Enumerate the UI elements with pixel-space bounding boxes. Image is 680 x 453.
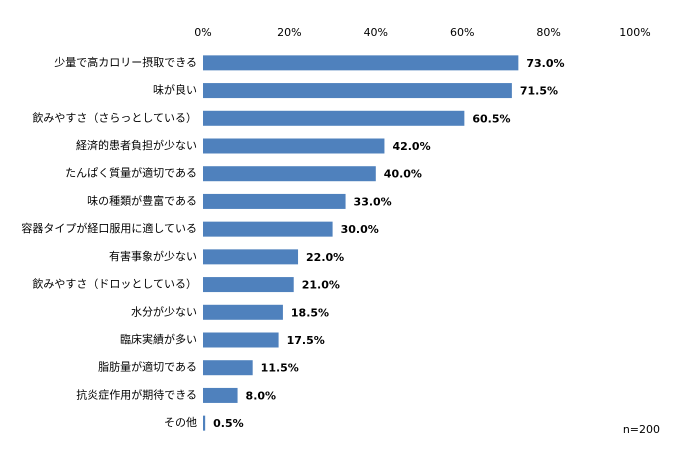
bar [203,415,206,431]
value-label: 33.0% [354,195,392,208]
y-tick-label: その他 [164,416,197,429]
x-tick-label: 0% [194,26,211,39]
bar [203,83,512,99]
y-tick-label: 脂肪量が適切である [98,360,197,374]
bar [203,360,253,376]
x-tick-label: 80% [536,26,560,39]
bar [203,332,279,348]
value-label: 11.5% [261,362,299,375]
bar [203,304,283,320]
sample-size: n=200 [623,423,660,436]
bar [203,55,519,71]
y-tick-label: 飲みやすさ（さらっとしている） [32,110,197,124]
y-tick-label: 有害事象が少ない [109,249,197,263]
y-tick-label: 少量で高カロリー摂取できる [54,55,197,69]
bar [203,138,385,154]
y-tick-label: 飲みやすさ（ドロッとしている） [32,277,197,291]
bar [203,387,238,403]
y-tick-label: 臨床実績が多い [120,332,197,346]
value-label: 40.0% [384,168,422,181]
y-tick-label: 容器タイプが経口服用に適している [21,221,197,235]
value-label: 21.0% [302,279,340,292]
bar [203,110,465,126]
y-tick-label: たんぱく質量が適切である [65,166,197,180]
x-tick-label: 60% [450,26,474,39]
bar [203,193,346,209]
value-label: 17.5% [287,334,325,347]
x-tick-label: 100% [619,26,650,39]
x-tick-label: 40% [364,26,388,39]
value-label: 8.0% [246,389,277,402]
value-label: 73.0% [526,57,564,70]
y-tick-label: 経済的患者負担が少ない [76,138,197,152]
y-tick-label: 味が良い [153,83,197,97]
bar [203,249,299,265]
value-label: 18.5% [291,306,329,319]
value-label: 42.0% [392,140,430,153]
value-label: 60.5% [472,112,510,125]
bar [203,277,294,293]
y-tick-label: 抗炎症作用が期待できる [76,387,197,401]
y-tick-label: 味の種類が豊富である [87,193,197,207]
x-tick-label: 20% [277,26,301,39]
y-tick-label: 水分が少ない [131,304,197,318]
value-label: 22.0% [306,251,344,264]
value-label: 71.5% [520,85,558,98]
value-label: 0.5% [213,417,244,430]
value-label: 30.0% [341,223,379,236]
bar [203,221,333,237]
bar [203,166,376,182]
